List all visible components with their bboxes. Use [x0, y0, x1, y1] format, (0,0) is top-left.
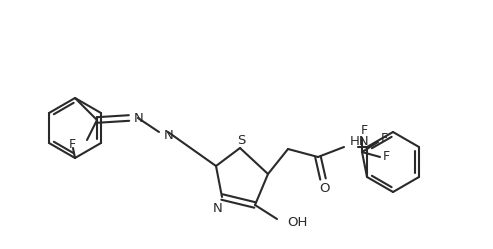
Text: S: S: [237, 133, 245, 146]
Text: HN: HN: [350, 134, 370, 147]
Text: N: N: [213, 202, 223, 215]
Text: OH: OH: [287, 216, 307, 230]
Text: F: F: [360, 124, 368, 136]
Text: N: N: [134, 112, 144, 124]
Text: O: O: [320, 183, 330, 195]
Text: N: N: [164, 128, 174, 141]
Text: F: F: [383, 150, 389, 164]
Text: F: F: [381, 131, 387, 144]
Text: F: F: [69, 137, 75, 150]
